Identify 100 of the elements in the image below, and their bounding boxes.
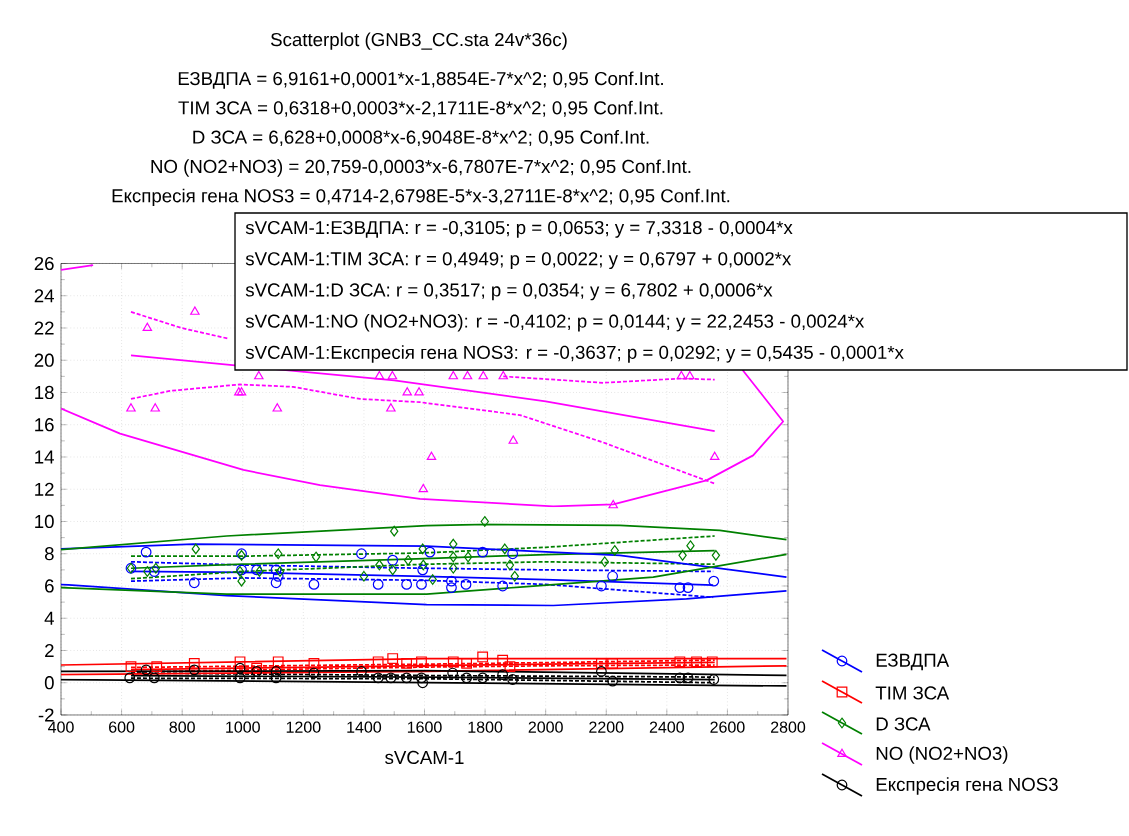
point xyxy=(308,657,320,669)
y-tick-label: 26 xyxy=(34,256,54,271)
point xyxy=(505,559,515,571)
point xyxy=(417,564,429,576)
point xyxy=(387,653,399,664)
point xyxy=(359,570,369,582)
point xyxy=(188,577,200,589)
x-tick-label: 2400 xyxy=(649,721,685,733)
y-tick-label: 8 xyxy=(44,547,54,561)
point xyxy=(270,564,282,576)
point xyxy=(447,656,459,668)
y-tick-label: 18 xyxy=(35,385,54,400)
line-series xyxy=(130,383,716,485)
y-tick-label: 14 xyxy=(35,450,54,464)
point xyxy=(416,672,427,684)
x-tick-label: 2200 xyxy=(589,721,624,733)
y-tick-label: 20 xyxy=(34,353,54,367)
point xyxy=(387,554,399,566)
point xyxy=(124,672,136,684)
legend-label: ЕЗВДПА xyxy=(876,653,950,671)
x-tick-label: 2800 xyxy=(771,721,806,733)
point xyxy=(236,387,247,396)
point xyxy=(446,575,457,587)
point xyxy=(234,656,246,668)
text: NO (NO2+NO3) = 20,759-0,0003*x-6,7807E-7*x^2; 0,95 Conf.Int. xyxy=(151,159,691,177)
point xyxy=(311,551,321,563)
point xyxy=(387,370,398,380)
point xyxy=(234,662,246,674)
text: ЕЗВДПА = 6,9161+0,0001*x-1,8854E-7*x^2; 0,95 Conf.Int. xyxy=(178,71,663,89)
line-series xyxy=(61,553,788,595)
point xyxy=(449,562,458,574)
point xyxy=(419,559,428,571)
point xyxy=(497,669,509,681)
point xyxy=(143,566,152,577)
point xyxy=(691,656,702,668)
point xyxy=(125,661,137,673)
point xyxy=(426,451,437,460)
point xyxy=(504,661,516,673)
point xyxy=(461,672,473,684)
point xyxy=(234,387,244,396)
point xyxy=(251,662,263,674)
point xyxy=(372,578,384,590)
point xyxy=(140,664,152,676)
point xyxy=(372,672,384,684)
point xyxy=(607,570,619,582)
x-tick-label: 1000 xyxy=(226,721,260,733)
point xyxy=(686,540,695,552)
y-tick-label: 0 xyxy=(44,676,54,690)
x-tick-label: 1800 xyxy=(468,721,503,733)
point xyxy=(685,370,695,380)
point xyxy=(449,538,458,550)
point xyxy=(462,370,473,380)
text: D ЗСА = 6,628+0,0008*x-6,9048E-8*x^2; 0,95 Conf.Int. xyxy=(193,130,649,146)
point xyxy=(674,582,686,593)
point xyxy=(401,657,413,669)
x-tick-label: 800 xyxy=(169,721,195,733)
point xyxy=(188,664,200,676)
point xyxy=(447,667,459,679)
line-series xyxy=(61,543,788,578)
point xyxy=(188,657,200,669)
y-tick-label: 12 xyxy=(35,482,54,496)
y-tick-label: 22 xyxy=(34,321,54,335)
point xyxy=(308,667,320,679)
point xyxy=(500,543,509,555)
point xyxy=(254,370,264,380)
x-axis-title: sVCAM-1 xyxy=(385,750,464,765)
point xyxy=(706,656,718,668)
point xyxy=(416,578,427,590)
point xyxy=(600,556,609,568)
point xyxy=(151,661,163,673)
y-tick-label: 6 xyxy=(45,579,54,593)
point xyxy=(448,370,459,380)
point xyxy=(446,582,457,593)
point xyxy=(237,575,246,587)
point xyxy=(478,370,489,380)
chart-title: Scatterplot (GNB3_CC.sta 24v*36c) xyxy=(270,32,567,50)
text: TIM ЗСА = 0,6318+0,0003*x-2,1711E-8*x^2; 0,95 Conf.Int. xyxy=(178,100,663,117)
point xyxy=(678,549,687,561)
annotation: sVCAM-1:D ЗСА: r = 0,3517; p = 0,0354; y = 6,7802 + 0,0006*x xyxy=(245,283,773,301)
point xyxy=(191,543,201,555)
point xyxy=(460,578,472,590)
point xyxy=(372,656,384,668)
text: sVCAM-1:ЕЗВДПА: r = -0,3105; p = 0,0653; y = 7,3318 - 0,0004*x xyxy=(245,220,793,238)
point xyxy=(463,551,473,563)
point xyxy=(708,674,720,685)
point xyxy=(140,546,152,558)
legend-label: D ЗСА xyxy=(876,717,931,731)
x-tick-label: 400 xyxy=(48,721,74,733)
point xyxy=(234,672,246,684)
point xyxy=(148,566,160,577)
line-series xyxy=(502,375,716,384)
point xyxy=(402,387,412,396)
point xyxy=(388,564,397,576)
point xyxy=(416,656,427,668)
point xyxy=(418,483,429,493)
point xyxy=(674,672,686,684)
y-tick-label: -2 xyxy=(38,708,54,722)
point xyxy=(251,564,263,576)
point xyxy=(272,570,284,582)
point xyxy=(610,545,619,556)
